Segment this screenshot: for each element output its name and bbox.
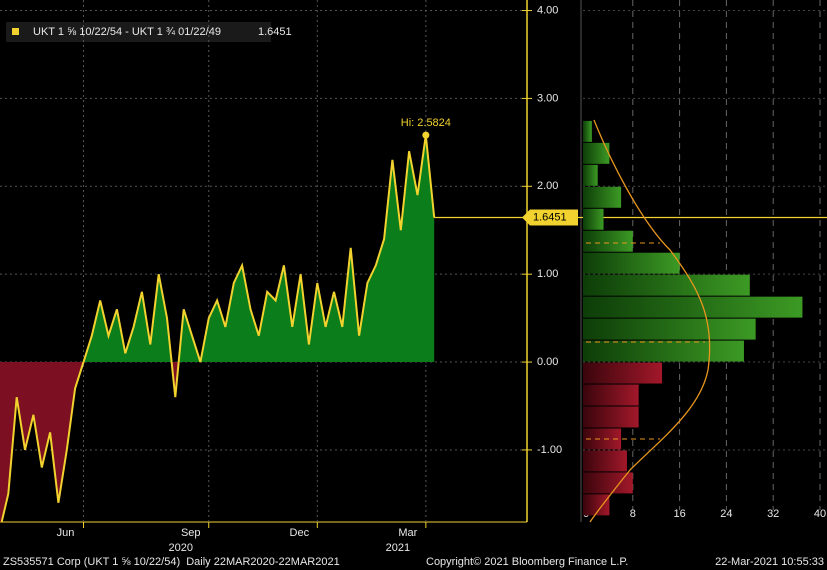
histogram-bar <box>583 428 622 450</box>
count-tick-label: 32 <box>767 508 779 520</box>
histogram-bar <box>583 208 604 230</box>
footer-right: 22-Mar-2021 10:55:33 <box>715 556 824 568</box>
y-tick-label: 3.00 <box>537 92 558 104</box>
histogram-bar <box>583 406 639 428</box>
year-label: 2021 <box>386 542 410 554</box>
histogram-bar <box>583 384 639 406</box>
legend-name: UKT 1 ⅝ 10/22/54 - UKT 1 ¾ 01/22/49 <box>33 26 221 38</box>
footer-center: Copyright© 2021 Bloomberg Finance L.P. <box>426 556 628 568</box>
histogram-bar <box>583 494 610 516</box>
y-tick-label: 1.00 <box>537 268 558 280</box>
histogram-bar <box>583 450 627 472</box>
hi-label: Hi: <box>401 117 414 129</box>
last-value-label: 1.6451 <box>533 211 567 223</box>
x-tick-label: Mar <box>398 527 417 539</box>
hi-annotation: Hi: 2.5824 <box>401 117 451 129</box>
count-tick-label: 16 <box>673 508 685 520</box>
plot <box>0 134 436 522</box>
year-label: 2020 <box>169 542 193 554</box>
y-tick-label: 0.00 <box>537 356 558 368</box>
fit-curve <box>589 119 711 523</box>
histogram-bar <box>583 142 610 164</box>
y-tick-label: -1.00 <box>537 444 562 456</box>
legend-value: 1.6451 <box>258 26 292 38</box>
x-tick-label: Sep <box>181 527 201 539</box>
histogram-bar <box>583 362 663 384</box>
area-negative <box>0 362 435 522</box>
histogram-bar <box>583 164 598 186</box>
histogram-bar <box>583 296 803 318</box>
hi-value: 2.5824 <box>417 117 451 129</box>
count-tick-label: 40 <box>814 508 826 520</box>
legend-swatch <box>12 28 19 35</box>
histogram-bar <box>583 230 633 252</box>
last-value-tag <box>522 209 578 226</box>
histogram-bar <box>583 274 750 296</box>
hi-marker <box>422 131 430 139</box>
histogram-bar <box>583 120 592 142</box>
count-tick-label: 24 <box>720 508 732 520</box>
count-tick-label: 8 <box>630 508 636 520</box>
histogram-bar <box>583 318 756 340</box>
legend-box <box>6 22 271 42</box>
y-tick-label: 2.00 <box>537 180 558 192</box>
footer-left: ZS535571 Corp (UKT 1 ⅝ 10/22/54) Daily 2… <box>3 556 340 568</box>
y-tick-label: 4.00 <box>537 4 558 16</box>
x-tick-label: Dec <box>290 527 310 539</box>
histogram-bar <box>583 186 622 208</box>
x-tick-label: Jun <box>57 527 75 539</box>
histogram-bar <box>583 472 633 494</box>
area-positive <box>83 135 435 363</box>
footer-bar <box>0 554 827 570</box>
histogram-bar <box>583 340 744 362</box>
line <box>0 134 436 522</box>
histogram-bar <box>583 252 680 274</box>
